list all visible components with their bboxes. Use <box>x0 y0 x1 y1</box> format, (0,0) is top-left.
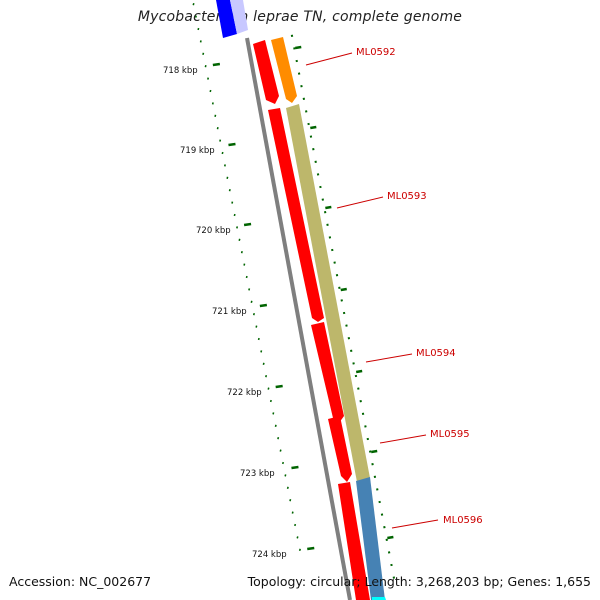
gene-label-ml0596: ML0596 <box>443 515 483 526</box>
outer-major-tick <box>355 369 363 374</box>
inner-major-tick <box>243 222 252 227</box>
backbone-line <box>245 37 352 600</box>
gene-ml0593-shape <box>286 104 370 482</box>
outer-major-tick <box>310 125 317 130</box>
tick-label-723: 723 kbp <box>240 469 275 479</box>
outer-major-tick <box>340 287 347 292</box>
inner-major-tick <box>259 303 268 308</box>
inner-major-tick <box>291 465 299 470</box>
red-cds-4 <box>328 416 352 482</box>
tick-label-721: 721 kbp <box>212 307 247 317</box>
gene-label-ml0592: ML0592 <box>356 47 396 58</box>
outer-major-tick <box>387 535 394 540</box>
tick-ring <box>192 3 396 579</box>
gene-ml0596-shape <box>356 477 385 600</box>
tick-label-722: 722 kbp <box>227 388 262 398</box>
red-cds-3 <box>311 322 344 423</box>
cyan-feature <box>372 597 386 600</box>
gene-label-ml0594: ML0594 <box>416 348 456 359</box>
inner-major-tick <box>275 384 283 389</box>
outer-major-tick <box>295 45 302 50</box>
inner-major-tick <box>212 62 221 67</box>
tick-label-720: 720 kbp <box>196 226 231 236</box>
tick-label-718: 718 kbp <box>163 66 198 76</box>
outer-major-tick <box>325 205 332 210</box>
inner-major-tick <box>228 142 236 147</box>
blue-feature <box>216 0 237 38</box>
red-cds-1 <box>253 40 279 104</box>
inner-major-tick <box>307 546 315 551</box>
tick-label-719: 719 kbp <box>180 146 215 156</box>
gene-ml0592-shape <box>271 37 297 103</box>
blue-feature-fade <box>230 0 248 34</box>
leader-ml0592 <box>305 52 353 66</box>
leader-ml0594 <box>365 353 413 363</box>
leader-ml0595 <box>379 434 427 444</box>
red-cds-2 <box>268 108 324 322</box>
red-cds-5 <box>338 482 370 600</box>
leader-ml0593 <box>336 196 384 209</box>
leader-ml0596 <box>391 519 439 529</box>
accession-text: Accession: NC_002677 <box>9 574 152 589</box>
gene-label-ml0593: ML0593 <box>387 191 427 202</box>
outer-major-tick <box>371 449 378 454</box>
tick-label-724: 724 kbp <box>252 550 287 560</box>
genome-summary-text: Topology: circular; Length: 3,268,203 bp… <box>247 574 591 589</box>
gene-label-ml0595: ML0595 <box>430 429 470 440</box>
